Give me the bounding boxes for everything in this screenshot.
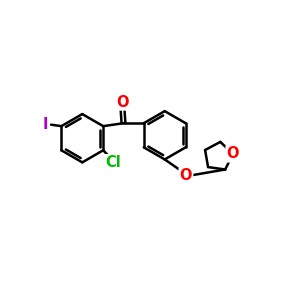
Text: Cl: Cl <box>106 155 122 170</box>
Text: O: O <box>180 168 192 183</box>
Text: O: O <box>226 146 239 161</box>
Text: O: O <box>116 94 128 110</box>
Text: I: I <box>42 117 48 132</box>
